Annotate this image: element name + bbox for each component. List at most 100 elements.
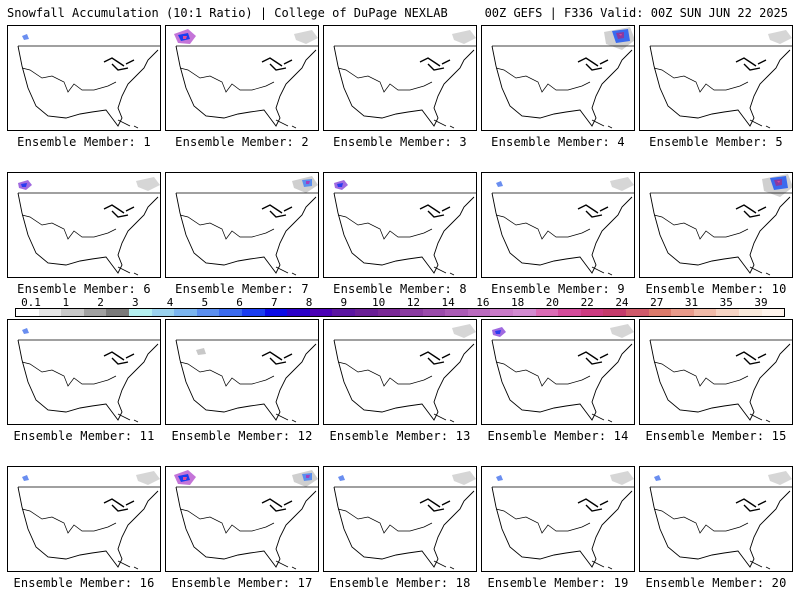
ensemble-member-label: Ensemble Member: 1 [17,135,151,149]
ensemble-panel-20 [639,466,793,572]
ensemble-member-label: Ensemble Member: 20 [645,576,787,590]
colorbar-swatch [128,309,152,316]
ensemble-panel-10 [639,172,793,278]
colorbar-swatch [467,309,491,316]
colorbar-tick-label: 27 [650,296,664,309]
us-map [491,324,634,423]
colorbar-tick-label: 35 [719,296,733,309]
ensemble-member-label: Ensemble Member: 8 [333,282,467,296]
colorbar-swatch [83,309,107,316]
colorbar-tick-label: 6 [236,296,243,309]
ensemble-member-label: Ensemble Member: 4 [491,135,625,149]
ensemble-member-label: Ensemble Member: 3 [333,135,467,149]
us-map [649,471,792,570]
colorbar-tick-label: 16 [476,296,490,309]
run-info: 00Z GEFS | F336 Valid: 00Z SUN JUN 22 20… [484,6,788,20]
ensemble-panel-12 [165,319,319,425]
ensemble-panel-9 [481,172,635,278]
us-map [17,34,160,129]
us-map [174,470,318,570]
us-map [491,177,634,276]
colorbar-swatch [513,309,536,316]
colorbar-swatch [106,309,129,316]
colorbar-swatch [287,309,310,316]
ensemble-panel-15 [639,319,793,425]
snowfall-colorbar [15,308,785,317]
ensemble-member-label: Ensemble Member: 10 [645,282,787,296]
us-map [175,176,318,276]
ensemble-member-label: Ensemble Member: 7 [175,282,309,296]
ensemble-member-label: Ensemble Member: 5 [649,135,783,149]
us-map [491,471,634,570]
us-map [333,324,476,423]
colorbar-swatch [151,309,175,316]
us-map [333,30,476,129]
colorbar-swatch [648,309,672,316]
colorbar-tick-label: 20 [545,296,560,309]
colorbar-swatch [174,309,197,316]
colorbar-swatch [16,309,39,316]
colorbar-tick-label: 2 [97,296,104,309]
colorbar-tick-label: 12 [406,296,420,309]
ensemble-member-label: Ensemble Member: 13 [329,429,471,443]
map-title: Snowfall Accumulation (10:1 Ratio) | Col… [7,6,448,20]
us-map [17,471,160,570]
colorbar-swatch [693,309,717,316]
ensemble-member-label: Ensemble Member: 9 [491,282,625,296]
us-map [649,339,792,423]
ensemble-panel-7 [165,172,319,278]
colorbar-tick-label: 0.1 [21,296,41,309]
colorbar-swatch [626,309,649,316]
us-map [333,471,476,570]
colorbar-tick-label: 22 [580,296,594,309]
colorbar-tick-label: 18 [511,296,525,309]
ensemble-panel-14 [481,319,635,425]
ensemble-panel-19 [481,466,635,572]
colorbar-swatch [309,309,333,316]
colorbar-swatch [354,309,378,316]
colorbar-tick-label: 1 [62,296,70,309]
colorbar-tick-label: 8 [305,296,313,309]
ensemble-member-label: Ensemble Member: 15 [645,429,787,443]
us-map [174,29,318,129]
colorbar-swatch [264,309,288,316]
colorbar-tick-label: 5 [201,296,209,309]
us-map [175,339,318,423]
colorbar-swatch [377,309,401,316]
us-map [17,328,160,423]
colorbar-swatch [558,309,581,316]
ensemble-panel-5 [639,25,793,131]
ensemble-member-label: Ensemble Member: 2 [175,135,309,149]
us-map [17,177,160,276]
colorbar-tick-label: 24 [615,296,629,309]
colorbar-tick-label: 31 [684,296,699,309]
colorbar-swatch [61,309,84,316]
us-map [649,174,792,276]
ensemble-panel-2 [165,25,319,131]
colorbar-tick-label: 10 [371,296,386,309]
ensemble-panel-3 [323,25,477,131]
ensemble-panel-1 [7,25,161,131]
ensemble-panel-4 [481,25,635,131]
colorbar-swatch [761,309,785,316]
colorbar-tick-label: 4 [166,296,174,309]
us-map [491,27,634,129]
ensemble-member-label: Ensemble Member: 18 [329,576,471,590]
colorbar-swatch [580,309,604,316]
ensemble-member-label: Ensemble Member: 6 [17,282,151,296]
colorbar-swatch [38,309,62,316]
colorbar-swatch [332,309,355,316]
colorbar-tick-label: 7 [271,296,278,309]
colorbar-swatch [196,309,220,316]
ensemble-member-label: Ensemble Member: 12 [171,429,313,443]
ensemble-panel-11 [7,319,161,425]
us-map [649,30,792,129]
ensemble-member-label: Ensemble Member: 16 [13,576,155,590]
colorbar-tick-label: 9 [340,296,348,309]
colorbar-swatch [671,309,694,316]
ensemble-panel-8 [323,172,477,278]
colorbar-swatch [603,309,627,316]
colorbar-swatch [219,309,242,316]
colorbar-tick-label: 14 [441,296,455,309]
colorbar-swatch [716,309,739,316]
